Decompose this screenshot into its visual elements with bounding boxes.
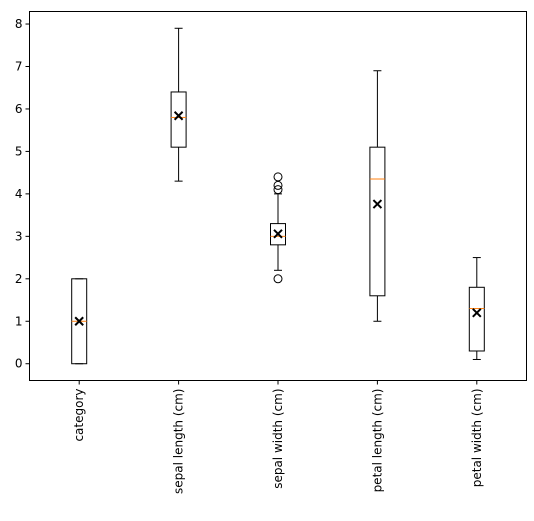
box <box>369 146 386 297</box>
mean-marker <box>74 316 84 326</box>
mean-marker <box>472 308 482 318</box>
mean-marker <box>273 229 283 239</box>
box <box>270 223 286 246</box>
flier <box>273 185 283 195</box>
x-tick-label: petal width (cm) <box>470 389 484 488</box>
y-tick-label: 7 <box>15 59 23 73</box>
box <box>468 286 485 352</box>
flier <box>273 172 283 182</box>
y-tick-label: 5 <box>15 144 23 158</box>
y-tick-label: 4 <box>15 187 23 201</box>
box <box>170 91 187 148</box>
y-tick-label: 3 <box>15 229 23 243</box>
mean-marker <box>372 199 383 209</box>
x-tick-label: sepal width (cm) <box>271 389 285 489</box>
y-tick-label: 6 <box>15 102 23 116</box>
flier <box>273 274 283 284</box>
y-tick-label: 8 <box>15 17 23 31</box>
y-tick-label: 1 <box>15 314 23 328</box>
x-tick-label: petal length (cm) <box>370 389 384 493</box>
y-tick-label: 0 <box>15 357 23 371</box>
y-tick-label: 2 <box>15 272 23 286</box>
x-tick-label: sepal length (cm) <box>172 389 186 494</box>
x-tick-label: category <box>72 389 86 442</box>
mean-marker <box>173 111 184 121</box>
